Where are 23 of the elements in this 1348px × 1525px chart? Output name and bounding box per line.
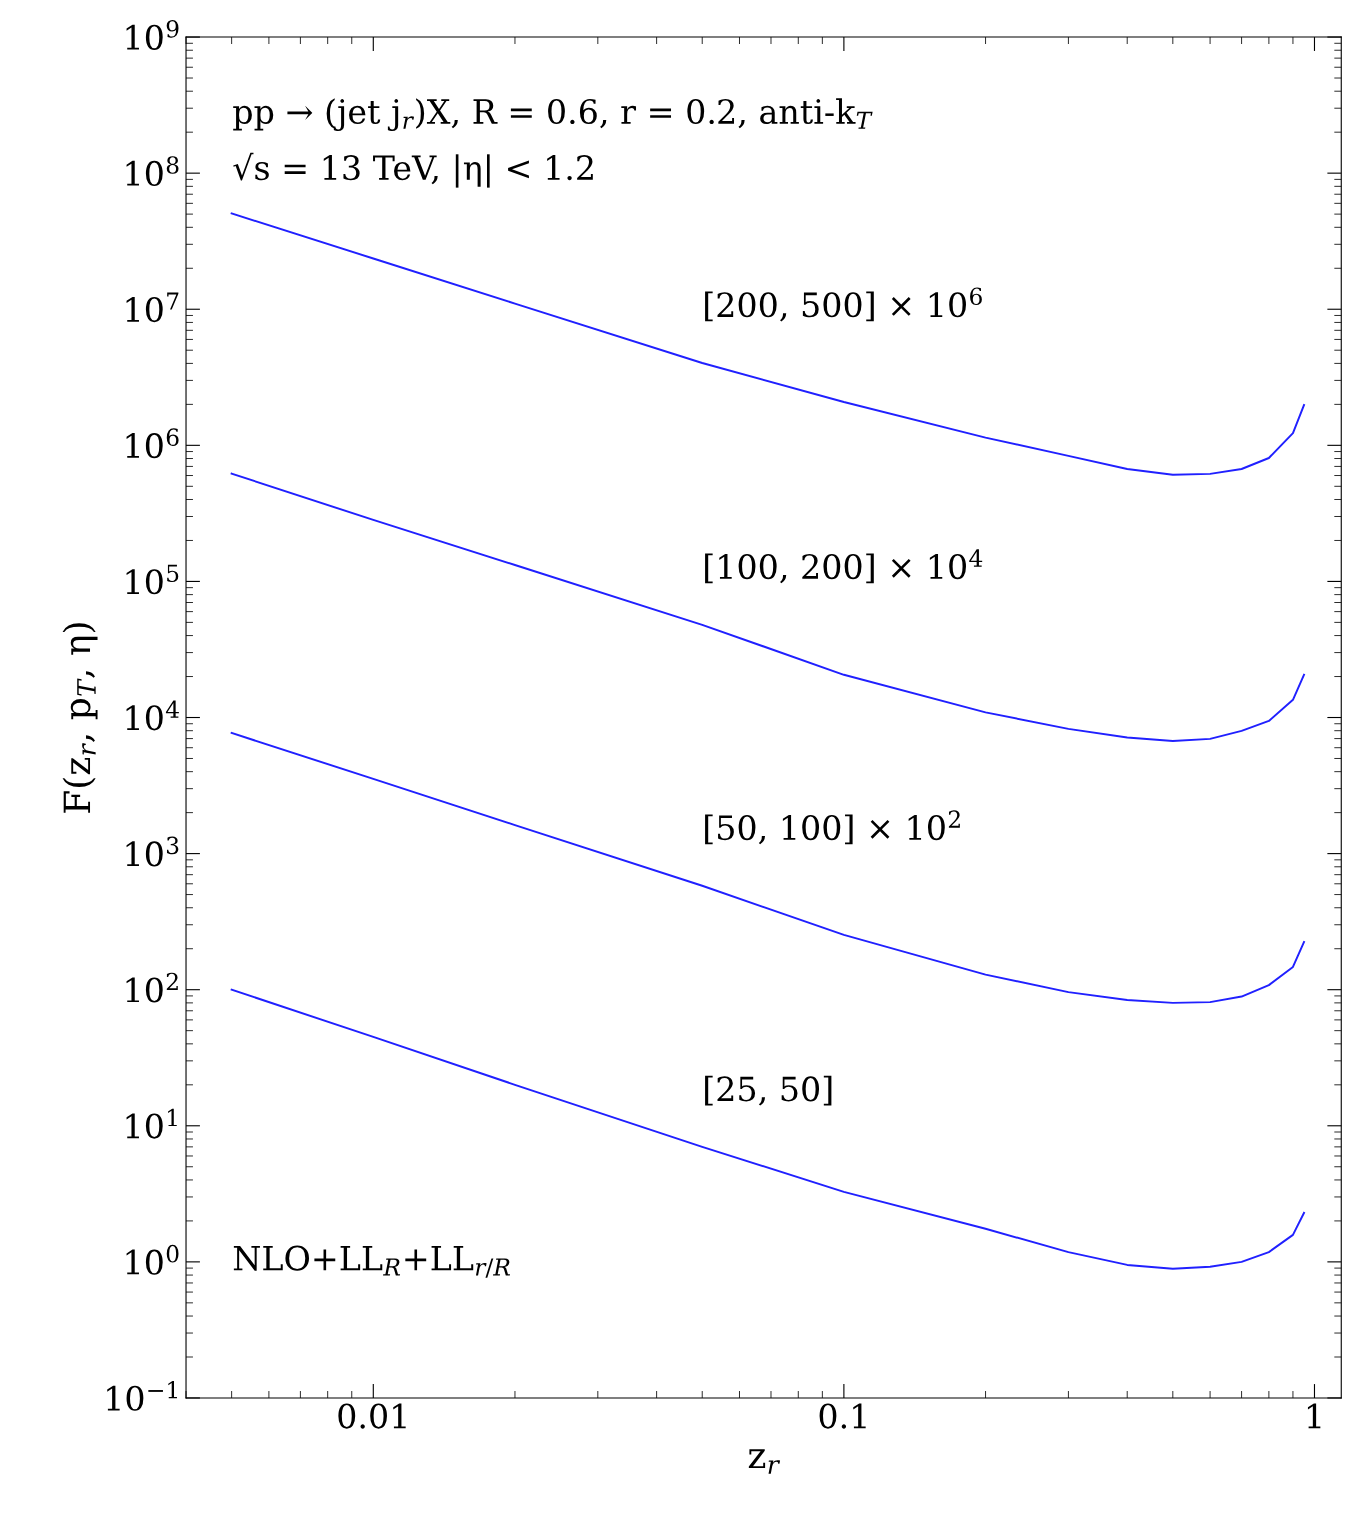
y-tick-label: 10$^{1}$ xyxy=(126,1108,177,1139)
y-tick-label: 10$^{0}$ xyxy=(126,1244,179,1275)
series-label: [25, 50] xyxy=(705,1075,832,1106)
series-label: [200, 500] × 10$^{6}$ xyxy=(705,287,982,322)
y-tick-label: 10$^{4}$ xyxy=(126,700,179,731)
x-tick-label: 1 xyxy=(1307,1403,1321,1429)
x-tick-label: 0.01 xyxy=(338,1403,406,1429)
y-tick-label: 10$^{8}$ xyxy=(126,156,179,187)
series-label: [100, 200] × 10$^{4}$ xyxy=(705,549,983,584)
x-tick-label: 0.1 xyxy=(819,1403,866,1429)
y-tick-label: 10$^{6}$ xyxy=(126,428,179,459)
y-tick-label: 10$^{−1}$ xyxy=(107,1380,177,1411)
annotation: pp → (jet j$_{r}$)X, R = 0.6, r = 0.2, anti-k$_{T}$ xyxy=(233,98,873,132)
y-tick-label: 10$^{7}$ xyxy=(126,292,179,323)
series-label: [50, 100] × 10$^{2}$ xyxy=(705,810,960,845)
y-tick-label: 10$^{2}$ xyxy=(126,972,178,1003)
y-tick-label: 10$^{9}$ xyxy=(126,20,179,50)
y-tick-label: 10$^{5}$ xyxy=(126,564,179,595)
annotation: NLO+LL$_{R}$+LL$_{r/R}$ xyxy=(233,1245,511,1278)
annotation: √s = 13 TeV, |η| < 1.2 xyxy=(233,152,593,188)
y-axis-title: F(z$_{r}$, p$_{T}$, η) xyxy=(62,623,98,813)
x-axis-title: z$_{r}$ xyxy=(748,1449,781,1474)
y-tick-label: 10$^{3}$ xyxy=(126,836,179,867)
